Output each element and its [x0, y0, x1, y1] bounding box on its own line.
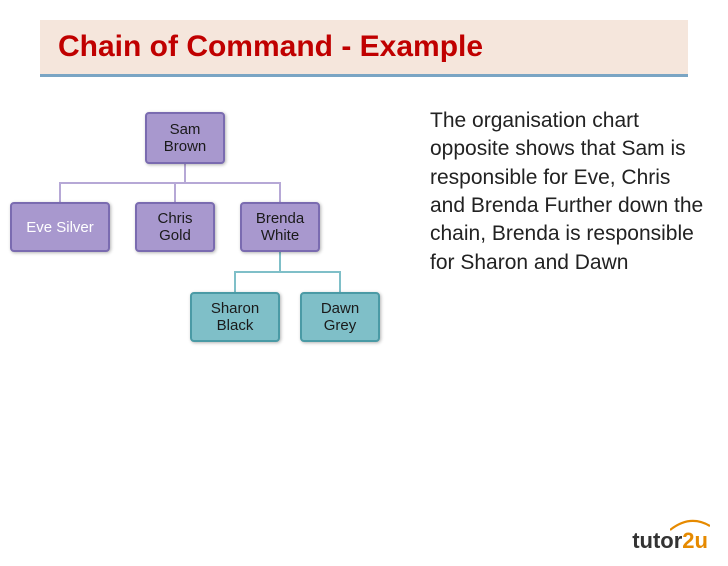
title-bar: Chain of Command - Example	[40, 20, 688, 77]
tutor2u-logo: tutor2u	[632, 528, 708, 554]
org-node-dawn: DawnGrey	[300, 292, 380, 342]
org-node-brenda: BrendaWhite	[240, 202, 320, 252]
content-row: SamBrown Eve Silver ChrisGold BrendaWhite Sh…	[10, 107, 718, 407]
org-chart: SamBrown Eve Silver ChrisGold BrendaWhite Sh…	[10, 107, 420, 407]
org-node-chris: ChrisGold	[135, 202, 215, 252]
logo-swoosh-icon	[670, 518, 710, 532]
org-node-eve: Eve Silver	[10, 202, 110, 252]
org-node-sharon: SharonBlack	[190, 292, 280, 342]
org-node-sam: SamBrown	[145, 112, 225, 164]
description-text: The organisation chart opposite shows th…	[430, 107, 710, 277]
slide-title: Chain of Command - Example	[58, 30, 670, 64]
description-area: The organisation chart opposite shows th…	[420, 107, 710, 407]
slide: Chain of Command - Example SamBrown Eve S…	[0, 20, 728, 566]
